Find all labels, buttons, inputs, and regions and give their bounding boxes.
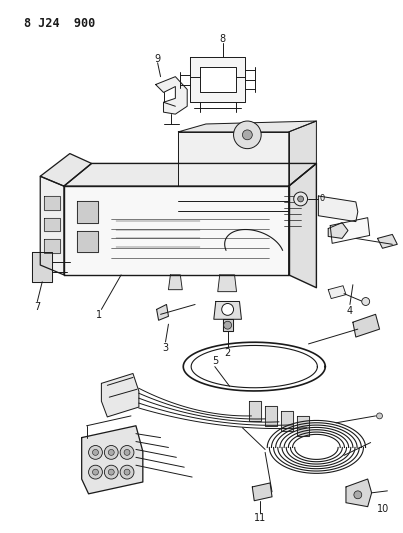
Circle shape xyxy=(243,130,252,140)
Polygon shape xyxy=(64,186,289,275)
Polygon shape xyxy=(168,275,182,289)
Text: 11: 11 xyxy=(254,513,266,523)
Polygon shape xyxy=(77,230,98,252)
Polygon shape xyxy=(346,479,372,507)
Text: 5: 5 xyxy=(212,356,218,366)
Polygon shape xyxy=(252,483,272,500)
Text: 7: 7 xyxy=(34,302,40,312)
Circle shape xyxy=(354,491,362,499)
Text: 2: 2 xyxy=(224,348,231,358)
Polygon shape xyxy=(223,319,233,331)
Text: 9: 9 xyxy=(155,54,161,64)
Polygon shape xyxy=(64,164,316,186)
Polygon shape xyxy=(178,121,316,132)
Polygon shape xyxy=(77,201,98,223)
Circle shape xyxy=(222,303,234,316)
Polygon shape xyxy=(289,164,316,288)
Polygon shape xyxy=(82,426,143,494)
Circle shape xyxy=(298,196,303,202)
Text: 8: 8 xyxy=(220,34,226,44)
Polygon shape xyxy=(190,57,245,102)
Polygon shape xyxy=(328,223,348,238)
Circle shape xyxy=(120,465,134,479)
Polygon shape xyxy=(200,67,235,92)
Polygon shape xyxy=(297,416,309,435)
Polygon shape xyxy=(330,217,370,244)
Text: 0: 0 xyxy=(320,195,325,204)
Circle shape xyxy=(224,321,232,329)
Polygon shape xyxy=(102,374,139,417)
Text: 3: 3 xyxy=(162,343,168,353)
Circle shape xyxy=(294,192,307,206)
Circle shape xyxy=(124,469,130,475)
Circle shape xyxy=(89,465,102,479)
Polygon shape xyxy=(328,286,346,298)
Circle shape xyxy=(120,446,134,459)
Circle shape xyxy=(376,413,382,419)
Text: 8 J24  900: 8 J24 900 xyxy=(25,18,96,30)
Polygon shape xyxy=(44,196,60,210)
Polygon shape xyxy=(378,235,397,248)
Circle shape xyxy=(104,465,118,479)
Polygon shape xyxy=(281,411,293,431)
Circle shape xyxy=(104,446,118,459)
Polygon shape xyxy=(218,275,237,292)
Polygon shape xyxy=(32,252,52,282)
Text: 10: 10 xyxy=(377,504,390,514)
Circle shape xyxy=(93,469,98,475)
Text: 1: 1 xyxy=(96,310,102,320)
Circle shape xyxy=(108,449,114,455)
Circle shape xyxy=(108,469,114,475)
Polygon shape xyxy=(178,132,289,186)
Polygon shape xyxy=(40,176,64,275)
Polygon shape xyxy=(44,217,60,231)
Circle shape xyxy=(234,121,261,149)
Circle shape xyxy=(93,449,98,455)
Polygon shape xyxy=(318,196,358,222)
Circle shape xyxy=(124,449,130,455)
Polygon shape xyxy=(157,304,168,320)
Polygon shape xyxy=(353,314,380,337)
Circle shape xyxy=(362,297,370,305)
Text: 4: 4 xyxy=(347,306,353,317)
Polygon shape xyxy=(265,406,277,426)
Circle shape xyxy=(89,446,102,459)
Polygon shape xyxy=(44,239,60,253)
Polygon shape xyxy=(40,154,91,186)
Polygon shape xyxy=(249,401,261,421)
Polygon shape xyxy=(214,302,241,319)
Polygon shape xyxy=(156,77,187,114)
Polygon shape xyxy=(289,121,316,186)
